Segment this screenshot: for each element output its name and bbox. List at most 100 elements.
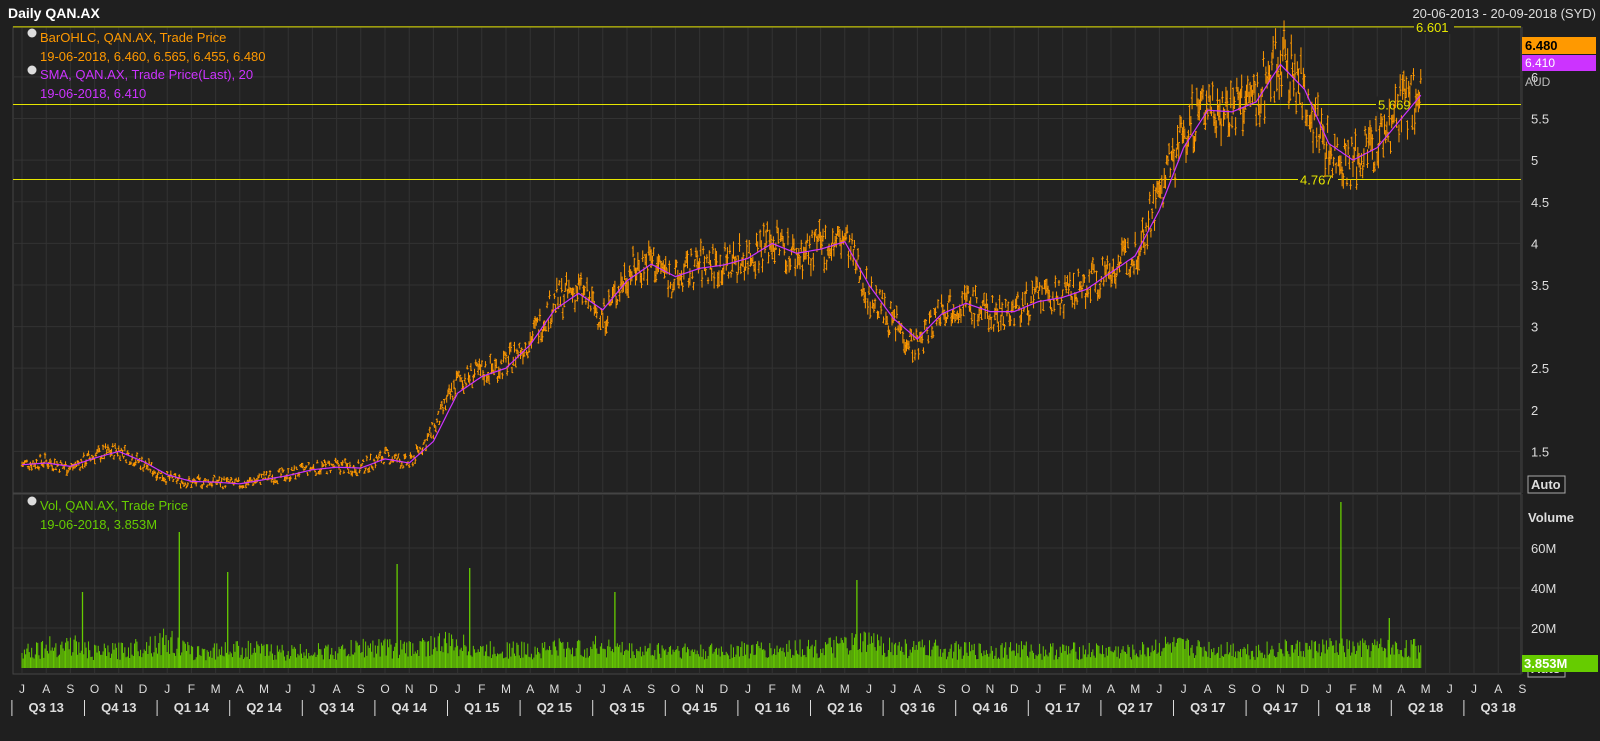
price-tick-label: 2.5 [1531,361,1549,376]
price-panel[interactable] [12,26,1522,494]
quarter-tick-label: Q3 13 [28,700,63,715]
volume-y-axis: 20M 40M 60M [1531,541,1556,636]
price-y-axis: 1.5 2 2.5 3 3.5 4 4.5 5 5.5 6 [1531,70,1549,459]
month-tick-label: D [719,682,728,696]
month-tick-label: D [1300,682,1309,696]
month-tick-label: J [309,682,315,696]
month-tick-label: O [671,682,680,696]
month-tick-label: D [1010,682,1019,696]
month-tick-label: S [647,682,655,696]
price-tick-label: 5.5 [1531,112,1549,127]
month-tick-label: F [478,682,485,696]
month-tick-label: M [791,682,801,696]
month-tick-label: N [114,682,123,696]
month-tick-label: J [1181,682,1187,696]
legend-toggle-icon[interactable] [27,28,37,38]
month-tick-label: S [1228,682,1236,696]
price-tick-label: 2 [1531,403,1538,418]
month-tick-label: A [1494,682,1502,696]
last-price-badge-bg [1522,37,1596,54]
month-tick-label: A [1204,682,1212,696]
quarter-tick-label: Q1 16 [754,700,789,715]
month-tick-label: M [501,682,511,696]
sma-badge-bg [1522,55,1596,71]
volume-panel[interactable] [12,493,1522,675]
month-tick-label: N [695,682,704,696]
month-tick-label: M [1421,682,1431,696]
price-tick-label: 4 [1531,236,1538,251]
quarter-tick-label: Q4 17 [1263,700,1298,715]
month-tick-label: J [600,682,606,696]
sma-badge: 6.410 [1525,56,1555,70]
month-tick-label: A [1107,682,1115,696]
month-tick-label: F [769,682,776,696]
quarter-tick-label: Q2 15 [537,700,572,715]
month-tick-label: F [188,682,195,696]
quarter-tick-label: Q1 15 [464,700,499,715]
quarter-tick-label: Q2 17 [1117,700,1152,715]
month-tick-label: F [1059,682,1066,696]
chart-title: Daily QAN.AX [8,5,100,21]
month-tick-label: A [236,682,244,696]
vol-legend-line2: 19-06-2018, 3.853M [40,517,157,532]
quarter-tick-label: Q3 16 [900,700,935,715]
month-tick-label: S [1518,682,1526,696]
level-label-bg [1376,96,1416,112]
price-hlines: 6.6015.6694.767 [13,18,1521,188]
currency-label: AUD [1525,75,1551,89]
month-tick-label: J [19,682,25,696]
month-tick-label: O [380,682,389,696]
month-tick-label: J [455,682,461,696]
month-tick-label: M [259,682,269,696]
month-tick-label: J [285,682,291,696]
volume-tick-label: 20M [1531,621,1556,636]
level-label-bg [1414,18,1454,34]
level-label: 6.601 [1416,20,1449,35]
price-tick-label: 1.5 [1531,444,1549,459]
level-label-bg [1298,171,1338,187]
quarter-tick-label: Q4 15 [682,700,717,715]
month-tick-label: D [139,682,148,696]
month-tick-label: A [42,682,50,696]
last-volume-badge: 3.853M [1524,656,1567,671]
last-volume-badge-bg [1522,655,1598,672]
volume-tick-label: 60M [1531,541,1556,556]
level-label: 4.767 [1300,173,1333,188]
month-tick-label: F [1349,682,1356,696]
month-tick-label: J [164,682,170,696]
quarter-tick-label: Q1 18 [1335,700,1370,715]
price-tick-label: 3.5 [1531,278,1549,293]
month-tick-label: J [890,682,896,696]
month-tick-label: N [986,682,995,696]
month-tick-label: S [938,682,946,696]
month-tick-label: S [66,682,74,696]
quarter-tick-label: Q4 14 [391,700,427,715]
month-tick-label: A [817,682,825,696]
legend-toggle-icon[interactable] [27,496,37,506]
month-tick-label: A [333,682,341,696]
price-legend-line1: BarOHLC, QAN.AX, Trade Price [40,30,226,45]
month-tick-label: J [1447,682,1453,696]
month-tick-label: M [549,682,559,696]
sma-legend-line1: SMA, QAN.AX, Trade Price(Last), 20 [40,67,253,82]
month-tick-label: J [1471,682,1477,696]
price-tick-label: 3 [1531,320,1538,335]
price-tick-label: 5 [1531,153,1538,168]
month-tick-label: O [961,682,970,696]
sma-layer [21,63,1422,485]
month-tick-label: A [623,682,631,696]
month-tick-label: A [913,682,921,696]
price-auto-button-label: Auto [1531,477,1561,492]
price-auto-button[interactable] [1527,475,1566,494]
month-tick-label: S [357,682,365,696]
quarter-tick-label: Q3 15 [609,700,644,715]
month-tick-label: M [1130,682,1140,696]
volume-legend: Vol, QAN.AX, Trade Price 19-06-2018, 3.8… [27,496,188,532]
month-tick-label: M [840,682,850,696]
month-tick-label: J [1326,682,1332,696]
price-tick-label: 6 [1531,70,1538,85]
legend-toggle-icon[interactable] [27,65,37,75]
month-tick-label: M [1082,682,1092,696]
